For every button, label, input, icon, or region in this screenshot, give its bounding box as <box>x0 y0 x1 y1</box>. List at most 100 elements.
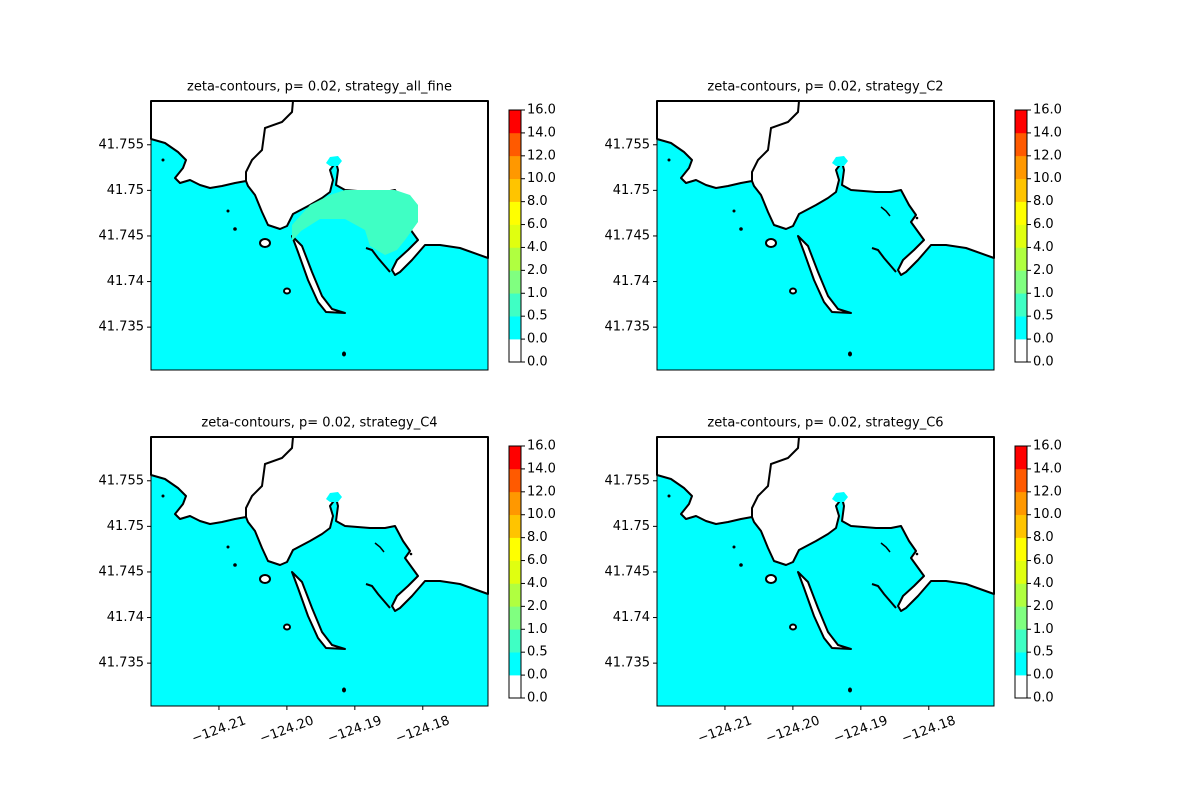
contour-band <box>292 190 418 255</box>
colorbar-tick-label: 2.0 <box>1033 599 1054 614</box>
y-tick-label: 41.745 <box>605 228 651 243</box>
colorbar-frame <box>508 445 522 699</box>
colorbar-tick-label: 1.0 <box>527 622 548 637</box>
y-tick-label: 41.74 <box>107 274 144 289</box>
colorbar-segment <box>1015 560 1027 584</box>
map <box>656 436 995 707</box>
y-tick-label: 41.735 <box>605 320 651 335</box>
colorbar-segment <box>1015 339 1027 363</box>
y-tick-label: 41.735 <box>99 656 145 671</box>
colorbar-tick-label: 0.0 <box>527 668 548 683</box>
colorbar-segment <box>509 110 521 134</box>
colorbar-segment <box>1015 675 1027 699</box>
colorbar-segment <box>1015 224 1027 248</box>
x-tick-label: −124.21 <box>696 713 754 746</box>
y-tick-label: 41.74 <box>613 274 650 289</box>
colorbar-tick-label: 10.0 <box>1033 171 1062 186</box>
x-tick-label: −124.21 <box>190 713 248 746</box>
colorbar-segment <box>509 201 521 225</box>
y-tick-label: 41.755 <box>605 473 651 488</box>
colorbar-segment <box>1015 178 1027 202</box>
y-tick-label: 41.75 <box>613 183 650 198</box>
y-tick-label: 41.755 <box>99 137 145 152</box>
colorbar-tick-label: 0.0 <box>527 332 548 347</box>
y-tick-label: 41.74 <box>613 610 650 625</box>
colorbar-frame <box>1014 109 1028 363</box>
colorbar-frame <box>1014 445 1028 699</box>
y-tick-label: 41.745 <box>99 228 145 243</box>
colorbar-segment <box>509 606 521 630</box>
y-tick-label: 41.75 <box>107 183 144 198</box>
panel-title: zeta-contours, p= 0.02, strategy_C6 <box>707 416 943 431</box>
colorbar-tick-label: 8.0 <box>1033 194 1054 209</box>
colorbar-segment <box>509 247 521 271</box>
colorbar-tick-label: 0.5 <box>527 309 548 324</box>
colorbar-tick-label: 16.0 <box>527 439 556 454</box>
y-tick-label: 41.755 <box>99 473 145 488</box>
colorbar-tick-label: 0.0 <box>527 355 548 370</box>
colorbar-tick-label: 12.0 <box>1033 148 1062 163</box>
colorbar-tick-label: 10.0 <box>1033 507 1062 522</box>
colorbar-segment <box>509 675 521 699</box>
colorbar-segment <box>1015 270 1027 294</box>
y-tick-label: 41.755 <box>605 137 651 152</box>
colorbar-tick-label: 2.0 <box>1033 263 1054 278</box>
x-tick-label: −124.18 <box>900 713 958 746</box>
colorbar-tick-label: 12.0 <box>527 484 556 499</box>
panel-title: zeta-contours, p= 0.02, strategy_all_fin… <box>187 80 452 95</box>
y-tick-label: 41.745 <box>99 564 145 579</box>
x-tick-label: −124.19 <box>326 713 384 746</box>
colorbar-segment <box>1015 629 1027 653</box>
colorbar-tick-label: 2.0 <box>527 263 548 278</box>
colorbar-tick-label: 0.0 <box>1033 355 1054 370</box>
colorbar-tick-label: 10.0 <box>527 171 556 186</box>
colorbar-segment <box>1015 446 1027 470</box>
colorbar-segment <box>509 514 521 538</box>
colorbar-tick-label: 6.0 <box>1033 553 1054 568</box>
x-tick-label: −124.20 <box>764 713 822 746</box>
colorbar-tick-label: 0.0 <box>1033 691 1054 706</box>
y-tick-label: 41.745 <box>605 564 651 579</box>
colorbar-tick-label: 10.0 <box>527 507 556 522</box>
colorbar-segment <box>1015 514 1027 538</box>
colorbar-tick-label: 0.0 <box>1033 332 1054 347</box>
colorbar-segment <box>1015 155 1027 180</box>
colorbar-segment <box>509 491 521 516</box>
colorbar-segment <box>509 652 521 676</box>
panel-title: zeta-contours, p= 0.02, strategy_C2 <box>707 80 943 95</box>
colorbar-segment <box>1015 583 1027 607</box>
colorbar-tick-label: 1.0 <box>1033 286 1054 301</box>
colorbar-tick-label: 4.0 <box>527 576 548 591</box>
colorbar-segment <box>1015 491 1027 516</box>
colorbar-tick-label: 8.0 <box>527 194 548 209</box>
colorbar-segment <box>1015 537 1027 561</box>
y-tick-label: 41.735 <box>605 656 651 671</box>
y-tick-label: 41.75 <box>613 519 650 534</box>
colorbar-frame <box>508 109 522 363</box>
colorbar-tick-label: 4.0 <box>527 240 548 255</box>
colorbar-tick-label: 1.0 <box>1033 622 1054 637</box>
colorbar-tick-label: 0.5 <box>1033 309 1054 324</box>
colorbar-segment <box>509 316 521 340</box>
y-tick-label: 41.735 <box>99 320 145 335</box>
colorbar-segment <box>509 178 521 202</box>
colorbar-tick-label: 0.0 <box>527 691 548 706</box>
colorbar-segment <box>509 537 521 561</box>
colorbar-segment <box>509 155 521 180</box>
colorbar-tick-label: 6.0 <box>1033 217 1054 232</box>
colorbar-tick-label: 8.0 <box>1033 530 1054 545</box>
colorbar-tick-label: 14.0 <box>1033 125 1062 140</box>
colorbar-segment <box>1015 652 1027 676</box>
colorbar-tick-label: 4.0 <box>1033 240 1054 255</box>
colorbar-segment <box>509 132 521 157</box>
colorbar-segment <box>1015 606 1027 630</box>
colorbar-segment <box>1015 468 1027 493</box>
x-tick-label: −124.18 <box>394 713 452 746</box>
colorbar-segment <box>509 339 521 363</box>
x-tick-label: −124.19 <box>832 713 890 746</box>
colorbar-tick-label: 8.0 <box>527 530 548 545</box>
colorbar-segment <box>1015 316 1027 340</box>
colorbar-segment <box>509 560 521 584</box>
map <box>150 100 489 371</box>
colorbar-tick-label: 14.0 <box>527 125 556 140</box>
